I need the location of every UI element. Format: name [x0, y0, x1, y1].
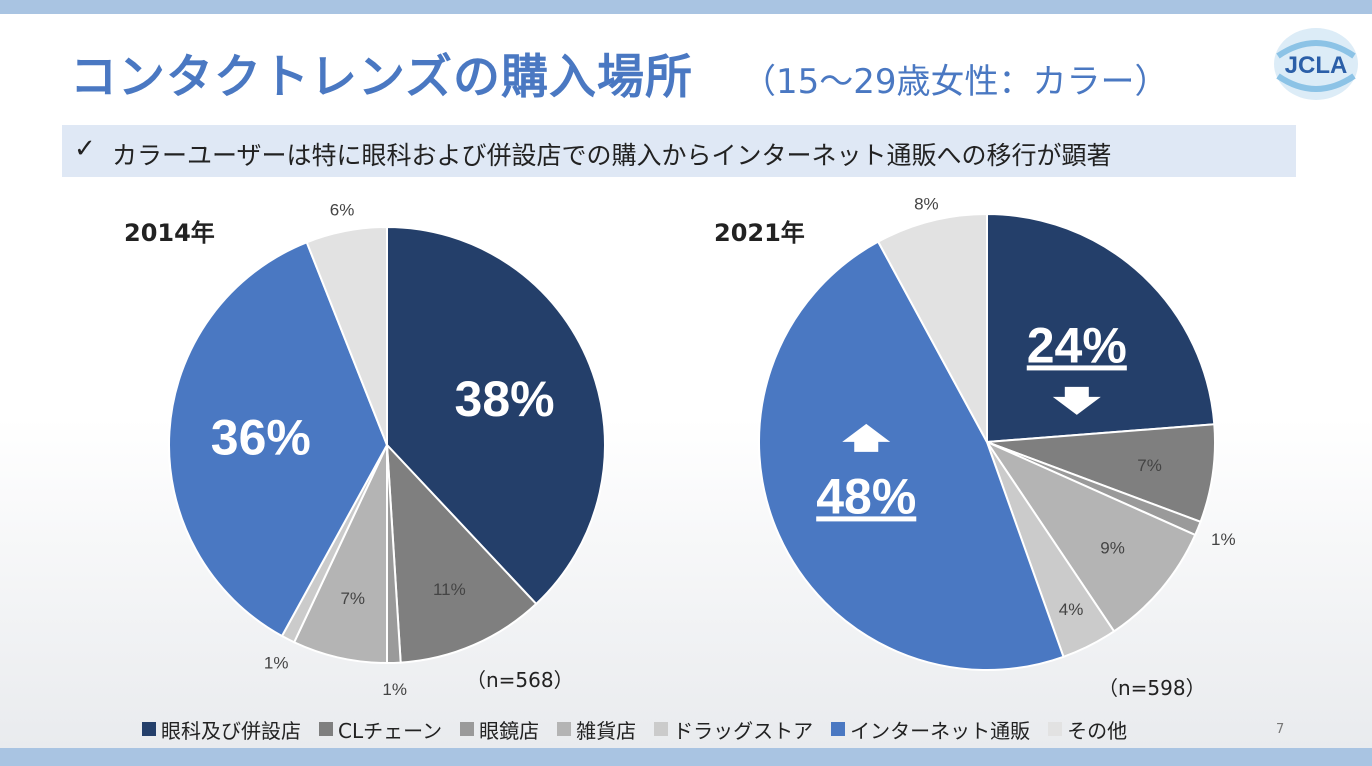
bottom-accent-bar [0, 748, 1372, 766]
pie-label-2021-online: 48% [816, 468, 916, 524]
legend-item-other: その他 [1048, 715, 1127, 744]
pie-label-2021-clinic: 24% [1027, 317, 1127, 373]
legend-item-optical-store: 眼鏡店 [460, 715, 539, 744]
pie-slice-2014-cl-chain [385, 442, 538, 664]
pie-label-2021-drugstore: 4% [1059, 600, 1084, 619]
pie-slice-2021-online [758, 240, 1065, 671]
legend-swatch [142, 722, 156, 736]
legend-item-variety-store: 雑貨店 [557, 715, 636, 744]
legend-label: その他 [1067, 718, 1128, 743]
pie-slice-2021-clinic [986, 212, 1216, 444]
legend-label: ドラッグストア [673, 718, 814, 743]
pie-label-2021-variety-store: 9% [1100, 539, 1125, 558]
legend-swatch [319, 722, 333, 736]
legend-item-drugstore: ドラッグストア [654, 715, 813, 744]
legend-label: 雑貨店 [576, 718, 637, 743]
down-arrow-icon [1052, 386, 1101, 415]
logo-text: JCLA [1285, 52, 1348, 79]
pie-label-2014-drugstore: 1% [264, 653, 289, 672]
pie-slice-2014-clinic [386, 225, 606, 606]
pie-slice-2021-other [876, 212, 988, 443]
pie-label-2014-clinic: 38% [455, 371, 555, 427]
pie-label-2014-online: 36% [211, 410, 311, 466]
legend-item-clinic: 眼科及び併設店 [142, 715, 301, 744]
chart-2021-sample-size: （n=598） [1098, 676, 1206, 700]
pie-label-2014-cl-chain: 11% [433, 580, 466, 599]
legend-label: 眼科及び併設店 [161, 718, 301, 743]
pie-label-2014-other: 6% [330, 200, 355, 219]
pie-label-2021-optical-store: 1% [1211, 530, 1236, 549]
legend-item-online: インターネット通販 [831, 715, 1030, 744]
slide-title: コンタクトレンズの購入場所 [70, 50, 694, 105]
legend-label: インターネット通販 [850, 718, 1031, 743]
legend-swatch [557, 722, 572, 736]
chart-2014-sample-size: （n=568） [466, 668, 574, 692]
summary-banner: ✓ カラーユーザーは特に眼科および併設店での購入からインターネット通販への移行が… [62, 125, 1296, 177]
legend-swatch [1048, 722, 1063, 736]
legend-swatch [654, 722, 669, 736]
top-accent-bar [0, 0, 1372, 14]
chart-2021-title: 2021年 [714, 219, 805, 247]
legend-swatch [460, 722, 475, 736]
pie-label-2014-variety-store: 7% [340, 589, 365, 608]
chart-2014-title: 2014年 [124, 219, 215, 247]
pie-slice-2014-online [168, 241, 389, 638]
summary-text: カラーユーザーは特に眼科および併設店での購入からインターネット通販への移行が顕著 [112, 141, 1112, 170]
legend-label: 眼鏡店 [479, 718, 540, 743]
legend-swatch [831, 722, 846, 736]
legend-label: CLチェーン [338, 718, 443, 743]
jcla-logo: JCLA [1274, 28, 1358, 100]
pie-label-2014-optical-store: 1% [382, 680, 407, 699]
pie-label-2021-cl-chain: 7% [1137, 456, 1162, 475]
pie-slice-2021-variety-store [984, 439, 1197, 633]
pie-slice-2014-other [305, 225, 388, 446]
checkmark-icon: ✓ [74, 134, 96, 164]
up-arrow-icon [842, 423, 891, 452]
legend-item-cl-chain: CLチェーン [319, 715, 442, 744]
slide-subtitle: （15～29歳女性：カラー） [742, 62, 1169, 102]
pie-label-2021-other: 8% [914, 194, 939, 213]
chart-legend: 眼科及び併設店 CLチェーン 眼鏡店 雑貨店 ドラッグストア インターネット通販 その他 [142, 714, 1127, 744]
page-number: 7 [1276, 722, 1285, 737]
